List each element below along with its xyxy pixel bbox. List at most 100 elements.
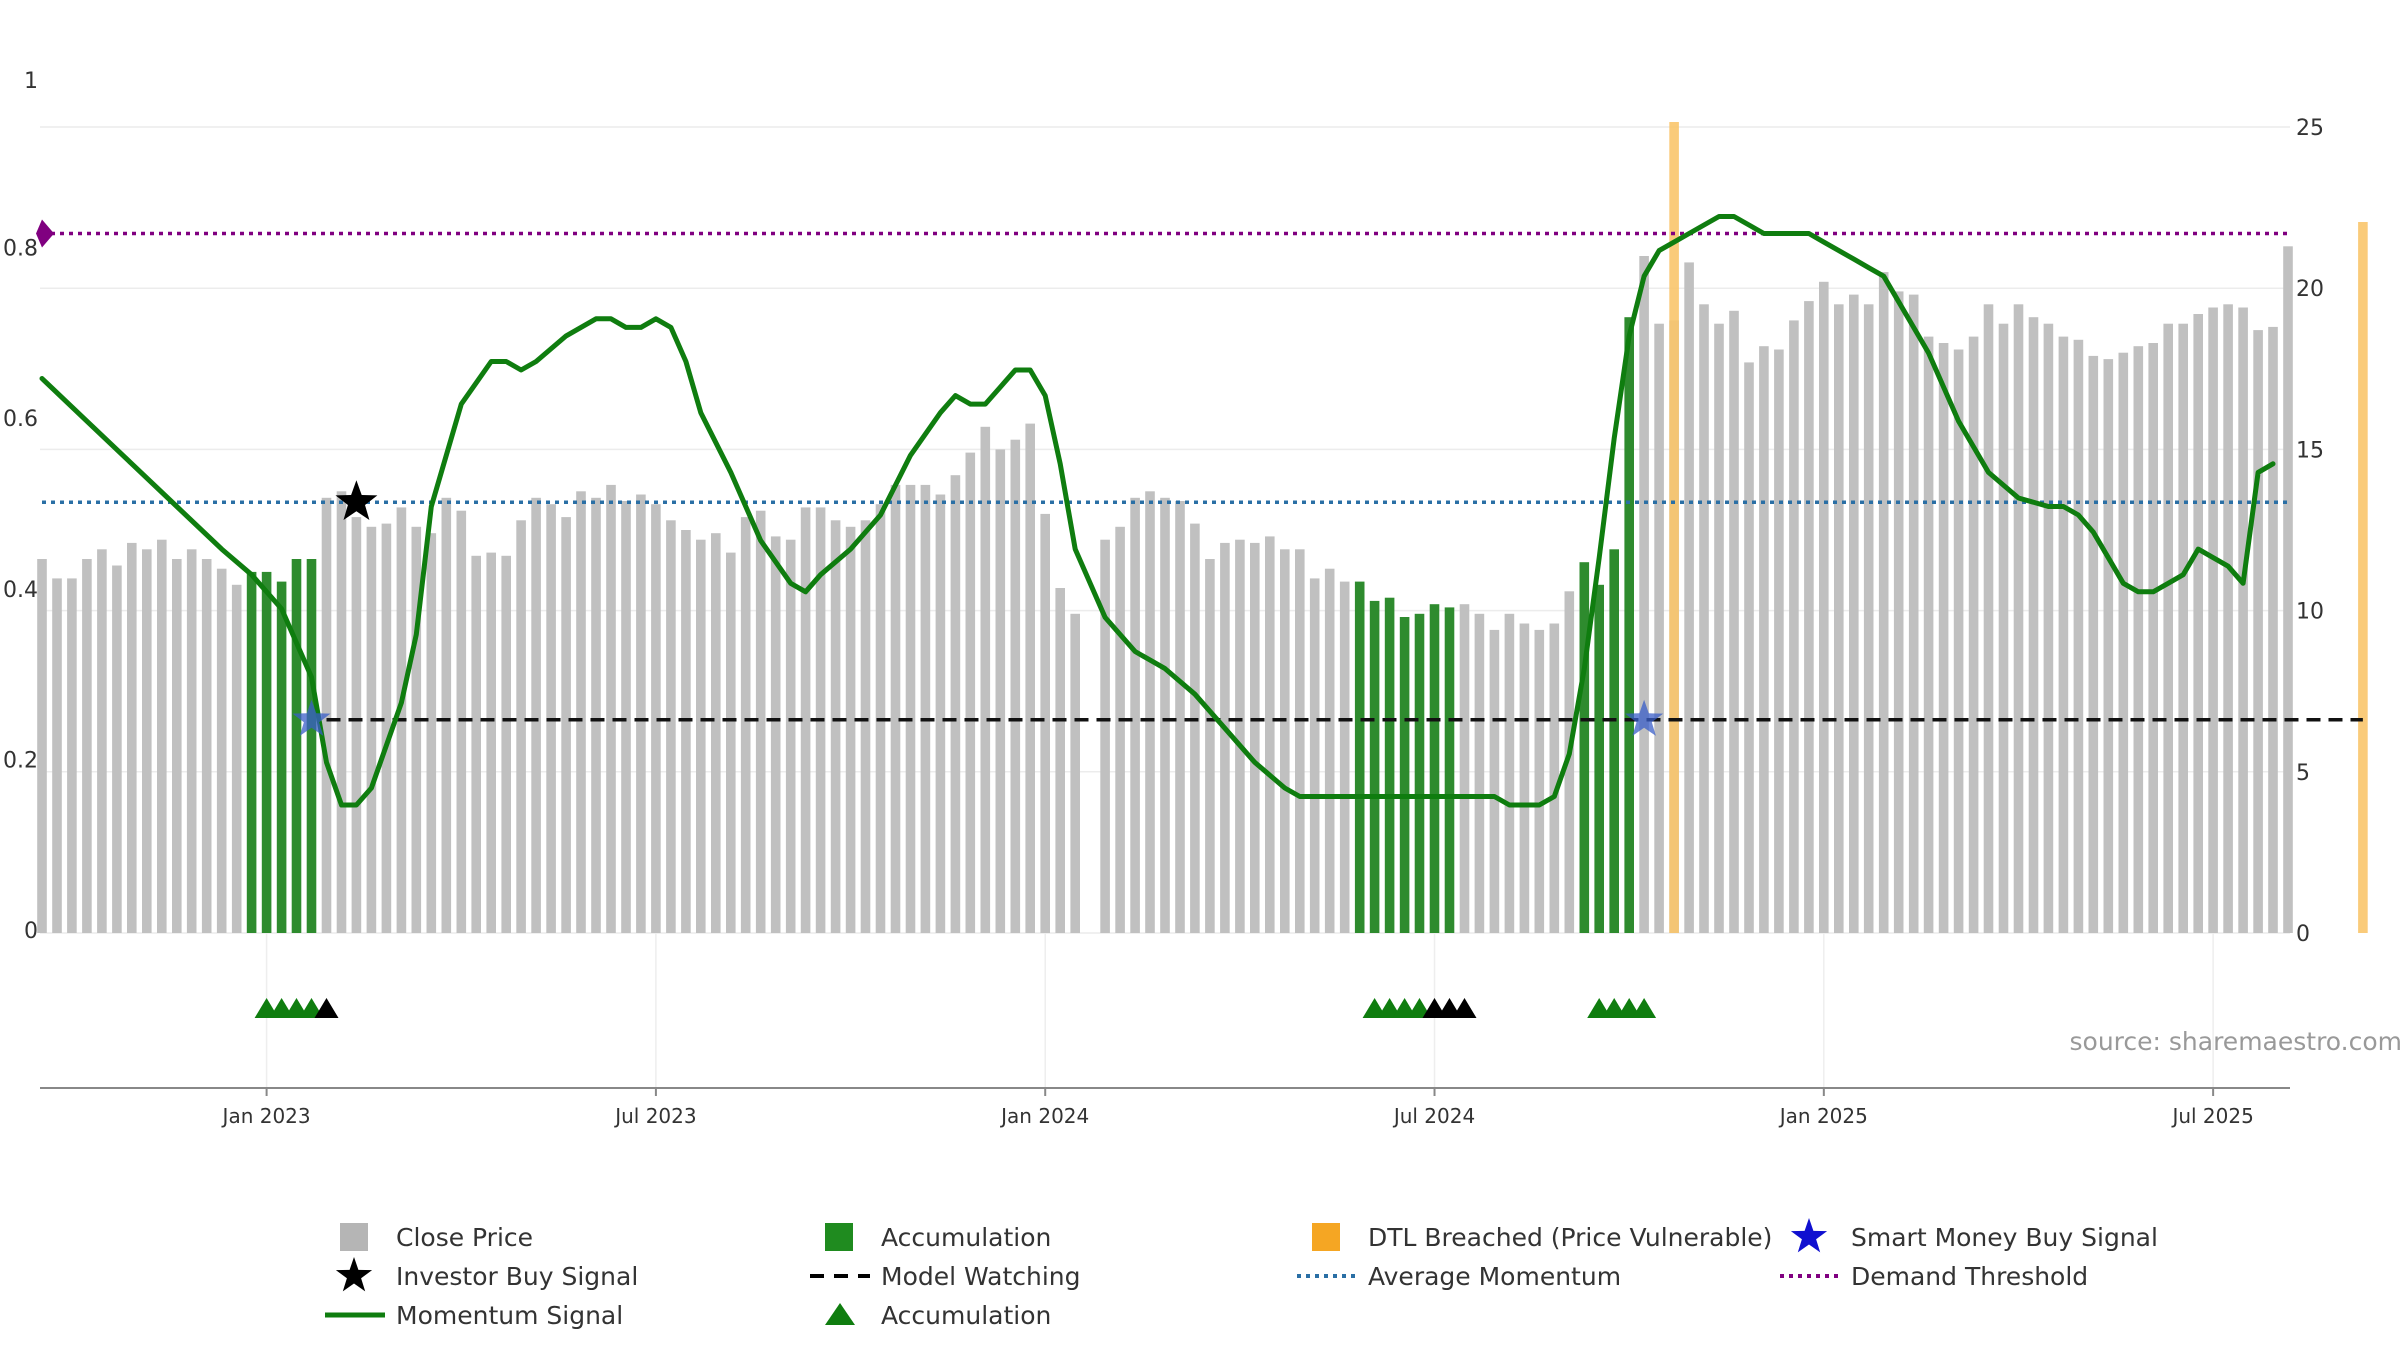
price-bar: [2253, 330, 2263, 934]
price-bar: [1729, 310, 1739, 933]
demand-threshold-marker: [36, 219, 54, 248]
price-bar: [381, 523, 392, 933]
x-axis-tick-label: Jan 2023: [221, 1104, 311, 1128]
price-bar: [441, 497, 452, 933]
legend-item: Accumulation: [825, 1301, 1051, 1330]
reference-lines: [36, 219, 2363, 722]
signal-markers: [254, 480, 1664, 1018]
left-axis-tick-label: 0.2: [3, 748, 38, 773]
price-bar: [1534, 629, 1545, 933]
legend-label: Close Price: [396, 1223, 533, 1252]
price-bar: [1205, 559, 1215, 933]
x-axis-tick-label: Jan 2025: [1778, 1104, 1868, 1128]
price-bar: [1055, 588, 1065, 933]
legend-label: Model Watching: [881, 1262, 1081, 1291]
price-bar: [1774, 349, 1784, 933]
price-bar: [2223, 304, 2233, 933]
price-bar: [995, 449, 1006, 933]
price-bar: [1160, 497, 1170, 933]
price-bar: [920, 484, 931, 933]
price-bar: [1474, 613, 1485, 933]
price-bar: [1459, 604, 1470, 933]
left-axis-tick-label: 0.6: [3, 407, 38, 432]
price-bar: [1564, 591, 1575, 933]
price-bar: [591, 497, 601, 933]
price-bar: [216, 568, 227, 933]
price-bar: [1759, 346, 1769, 933]
price-bar: [770, 536, 781, 933]
legend-item: Investor Buy Signal: [335, 1257, 638, 1292]
price-bar: [531, 497, 541, 933]
price-bar: [2103, 359, 2114, 934]
price-bar: [1938, 343, 1949, 933]
price-bar: [52, 578, 62, 933]
price-bar: [2148, 343, 2158, 933]
accumulation-triangle: [1452, 998, 1477, 1018]
price-bar: [1324, 568, 1335, 933]
price-bar: [516, 520, 526, 933]
price-bar: [366, 526, 377, 933]
price-bar: [1923, 336, 1934, 934]
accumulation-bar: [1579, 562, 1590, 933]
price-bar: [711, 533, 721, 933]
left-axis-tick-label: 0: [24, 919, 38, 944]
price-bar: [2088, 355, 2099, 933]
legend-item: Demand Threshold: [1780, 1262, 2088, 1291]
legend-item: Close Price: [340, 1223, 533, 1252]
price-bar: [935, 494, 946, 933]
price-bar: [965, 452, 976, 933]
price-bar: [2133, 346, 2144, 933]
legend-item: Model Watching: [810, 1262, 1081, 1291]
price-bar: [2058, 336, 2069, 934]
momentum-signal-line: [39, 214, 2276, 808]
right-axis-tick-label: 20: [2296, 277, 2324, 302]
price-bar: [726, 552, 736, 933]
price-bar: [201, 559, 212, 933]
legend-label: Accumulation: [881, 1301, 1051, 1330]
legend-item: Accumulation: [825, 1223, 1051, 1252]
accumulation-bar: [1594, 584, 1604, 933]
legend-label: Average Momentum: [1368, 1262, 1621, 1291]
price-bar: [1070, 613, 1080, 933]
price-bar: [1953, 349, 1964, 933]
price-bar: [1519, 623, 1530, 933]
accumulation-bar: [1429, 604, 1440, 933]
price-bar: [2178, 323, 2188, 933]
price-bar: [606, 484, 616, 933]
price-bar: [471, 555, 481, 933]
price-bar: [1863, 304, 1874, 933]
accumulation-bar: [246, 571, 257, 933]
accumulation-triangle: [1632, 998, 1657, 1018]
legend: Close Price Accumulation DTL Breached (Pri…: [325, 1218, 2158, 1330]
accumulation-bar: [291, 559, 302, 933]
price-bar: [1115, 526, 1125, 933]
legend-swatch: [1312, 1223, 1340, 1251]
price-bar: [651, 504, 661, 933]
price-bar: [1220, 542, 1230, 933]
legend-label: Smart Money Buy Signal: [1851, 1223, 2158, 1252]
legend-item: Smart Money Buy Signal: [1790, 1218, 2158, 1253]
x-axis-tick-label: Jul 2025: [2170, 1104, 2253, 1128]
legend-triangle-icon: [825, 1303, 855, 1325]
price-bar: [681, 530, 691, 933]
price-bar: [112, 565, 122, 933]
price-bar: [890, 484, 901, 933]
price-bar: [576, 491, 586, 933]
momentum-line: [39, 214, 2276, 808]
price-bar: [1025, 423, 1035, 933]
price-bar: [37, 559, 47, 933]
price-bar: [1968, 336, 1979, 934]
x-axis-tick-label: Jul 2023: [613, 1104, 696, 1128]
price-bar: [1699, 304, 1709, 933]
accumulation-triangle: [314, 998, 339, 1018]
price-bars: [37, 122, 2368, 934]
price-bar: [172, 559, 182, 933]
price-bar: [351, 517, 362, 933]
price-bar: [2073, 339, 2084, 933]
price-bar: [2208, 307, 2218, 933]
price-bar: [67, 578, 77, 933]
price-bar: [1295, 549, 1305, 933]
price-bar: [800, 507, 811, 933]
accumulation-bar: [1369, 600, 1380, 933]
